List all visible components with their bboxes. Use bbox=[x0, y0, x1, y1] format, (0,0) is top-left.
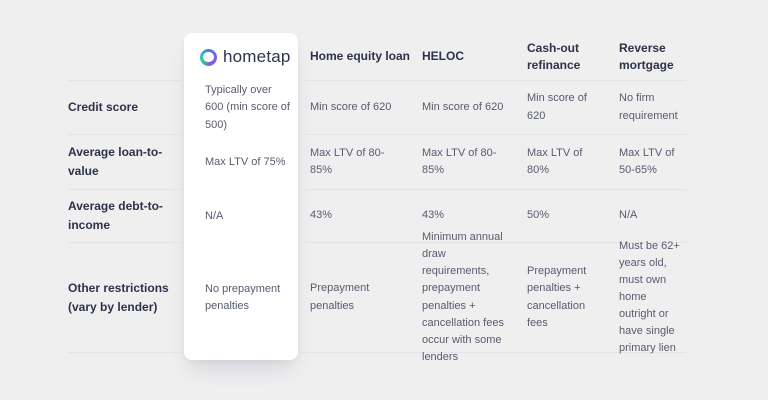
column-header-reverse-mortgage: Reverse mortgage bbox=[607, 33, 686, 81]
cell-cashout-dti: 50% bbox=[515, 190, 607, 243]
hometap-ring-icon bbox=[200, 48, 217, 66]
row-label-average-ltv: Average loan-to-value bbox=[68, 135, 184, 190]
cell-reverse-credit-score: No firm requirement bbox=[607, 81, 686, 135]
row-label-average-dti: Average debt-to-income bbox=[68, 190, 184, 243]
cell-heloc-restrictions: Minimum annual draw requirements, prepay… bbox=[410, 231, 515, 363]
cell-reverse-dti: N/A bbox=[607, 190, 686, 243]
cell-reverse-ltv: Max LTV of 50-65% bbox=[607, 135, 686, 190]
cell-hel-credit-score: Min score of 620 bbox=[298, 81, 410, 135]
cell-cashout-credit-score: Min score of 620 bbox=[515, 81, 607, 135]
row-label-credit-score: Credit score bbox=[68, 81, 184, 135]
cell-heloc-dti: 43% bbox=[410, 190, 515, 243]
header-spacer bbox=[68, 33, 184, 81]
cell-cashout-ltv: Max LTV of 80% bbox=[515, 135, 607, 190]
hometap-highlight-card bbox=[184, 33, 298, 360]
column-header-heloc: HELOC bbox=[410, 33, 515, 81]
cell-heloc-ltv: Max LTV of 80-85% bbox=[410, 135, 515, 190]
hometap-logo-text: hometap bbox=[223, 47, 291, 66]
comparison-grid: hometap Home equity loan HELOC Cash-out … bbox=[68, 33, 686, 363]
column-header-home-equity-loan: Home equity loan bbox=[298, 33, 410, 81]
cell-reverse-restrictions: Must be 62+ years old, must own home out… bbox=[607, 240, 686, 354]
cell-hel-dti: 43% bbox=[298, 190, 410, 243]
cell-hometap-restrictions: No prepayment penalties bbox=[205, 282, 281, 312]
column-header-cash-out-refinance: Cash-out refinance bbox=[515, 33, 607, 81]
cell-hel-restrictions: Prepayment penalties bbox=[298, 243, 410, 353]
hometap-logo: hometap bbox=[184, 33, 298, 81]
cell-hometap-credit-score: Typically over 600 (min score of 500) bbox=[205, 84, 290, 131]
comparison-table: hometap Home equity loan HELOC Cash-out … bbox=[68, 33, 686, 363]
cell-hel-ltv: Max LTV of 80-85% bbox=[298, 135, 410, 190]
cell-hometap-dti: N/A bbox=[205, 209, 224, 222]
cell-cashout-restrictions: Prepayment penalties + cancellation fees bbox=[515, 243, 607, 353]
cell-hometap-ltv: Max LTV of 75% bbox=[205, 155, 286, 168]
cell-heloc-credit-score: Min score of 620 bbox=[410, 81, 515, 135]
row-label-other-restrictions: Other restrictions (vary by lender) bbox=[68, 243, 184, 353]
